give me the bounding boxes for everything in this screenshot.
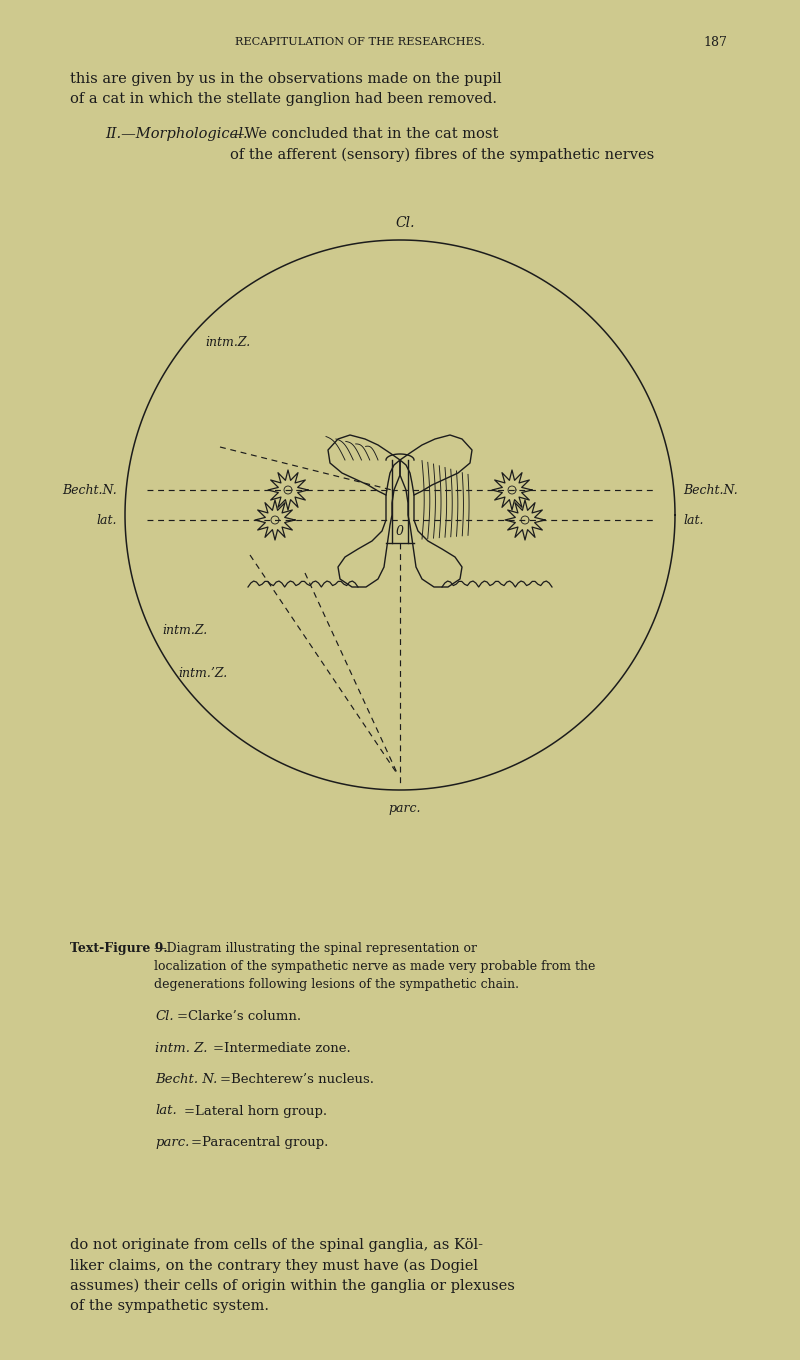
- Text: Cl.: Cl.: [155, 1010, 174, 1023]
- Text: —We concluded that in the cat most
of the afferent (sensory) fibres of the sympa: —We concluded that in the cat most of th…: [230, 126, 654, 162]
- Text: parc.: parc.: [389, 802, 422, 815]
- Text: lat.: lat.: [155, 1104, 177, 1118]
- Text: —Diagram illustrating the spinal representation or
localization of the sympathet: —Diagram illustrating the spinal represe…: [154, 942, 595, 991]
- Text: this are given by us in the observations made on the pupil
of a cat in which the: this are given by us in the observations…: [70, 72, 502, 106]
- Text: Becht.N.: Becht.N.: [683, 484, 738, 496]
- Text: lat.: lat.: [683, 514, 703, 526]
- Text: 187: 187: [703, 35, 727, 49]
- Text: =Clarke’s column.: =Clarke’s column.: [177, 1010, 301, 1023]
- Text: Text-Figure 9.: Text-Figure 9.: [70, 942, 168, 955]
- Text: Becht. N.: Becht. N.: [155, 1073, 218, 1087]
- Text: parc.: parc.: [155, 1136, 190, 1149]
- Text: RECAPITULATION OF THE RESEARCHES.: RECAPITULATION OF THE RESEARCHES.: [235, 37, 485, 48]
- Text: Becht.N.: Becht.N.: [62, 484, 117, 496]
- Text: =Bechterew’s nucleus.: =Bechterew’s nucleus.: [220, 1073, 374, 1087]
- Text: 0: 0: [396, 525, 404, 537]
- Text: lat.: lat.: [97, 514, 117, 526]
- Text: =Intermediate zone.: =Intermediate zone.: [213, 1042, 350, 1054]
- Text: do not originate from cells of the spinal ganglia, as Köl-
liker claims, on the : do not originate from cells of the spina…: [70, 1238, 515, 1314]
- Text: intm.’Z.: intm.’Z.: [178, 666, 227, 680]
- Text: intm.Z.: intm.Z.: [162, 623, 207, 636]
- Text: II.—Morphological.: II.—Morphological.: [105, 126, 248, 141]
- Text: intm. Z.: intm. Z.: [155, 1042, 207, 1054]
- Text: intm.Z.: intm.Z.: [205, 336, 250, 350]
- Text: =Lateral horn group.: =Lateral horn group.: [184, 1104, 327, 1118]
- Text: Cl.: Cl.: [395, 216, 414, 230]
- Text: =Paracentral group.: =Paracentral group.: [191, 1136, 328, 1149]
